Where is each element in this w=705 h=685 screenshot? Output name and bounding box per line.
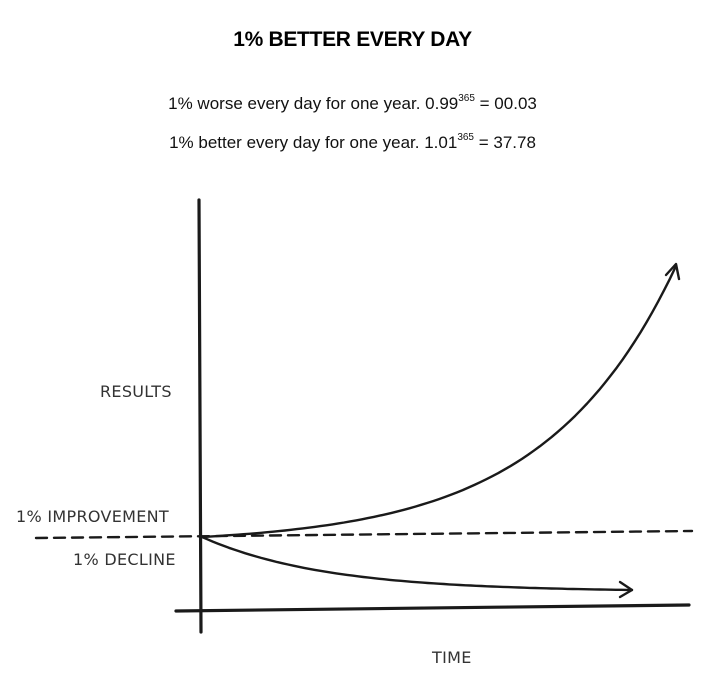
- arrowhead-improvement-icon: [664, 262, 681, 281]
- series-line-decline: [200, 535, 634, 592]
- x-axis: [174, 603, 691, 613]
- y-axis-label: RESULTS: [100, 382, 172, 401]
- formula-better-exponent: 365: [457, 132, 474, 144]
- formula-better-text: 1% better every day for one year. 1.01: [169, 133, 458, 152]
- arrowhead-decline-icon: [618, 580, 634, 599]
- formula-worse: 1% worse every day for one year. 0.99365…: [0, 93, 705, 114]
- formula-worse-result: = 00.03: [474, 94, 537, 113]
- x-axis-label: TIME: [431, 648, 472, 667]
- baseline-dashed-line: [34, 529, 694, 540]
- formula-worse-exponent: 365: [458, 93, 475, 105]
- y-axis: [197, 198, 203, 634]
- annotation-improvement: 1% IMPROVEMENT: [16, 507, 169, 526]
- formula-better: 1% better every day for one year. 1.0136…: [0, 132, 705, 153]
- formula-better-result: = 37.78: [474, 133, 536, 152]
- annotation-decline: 1% DECLINE: [73, 550, 176, 569]
- formula-worse-text: 1% worse every day for one year. 0.99: [168, 94, 459, 113]
- chart-title: 1% BETTER EVERY DAY: [233, 28, 472, 51]
- series-line-improvement: [200, 264, 678, 539]
